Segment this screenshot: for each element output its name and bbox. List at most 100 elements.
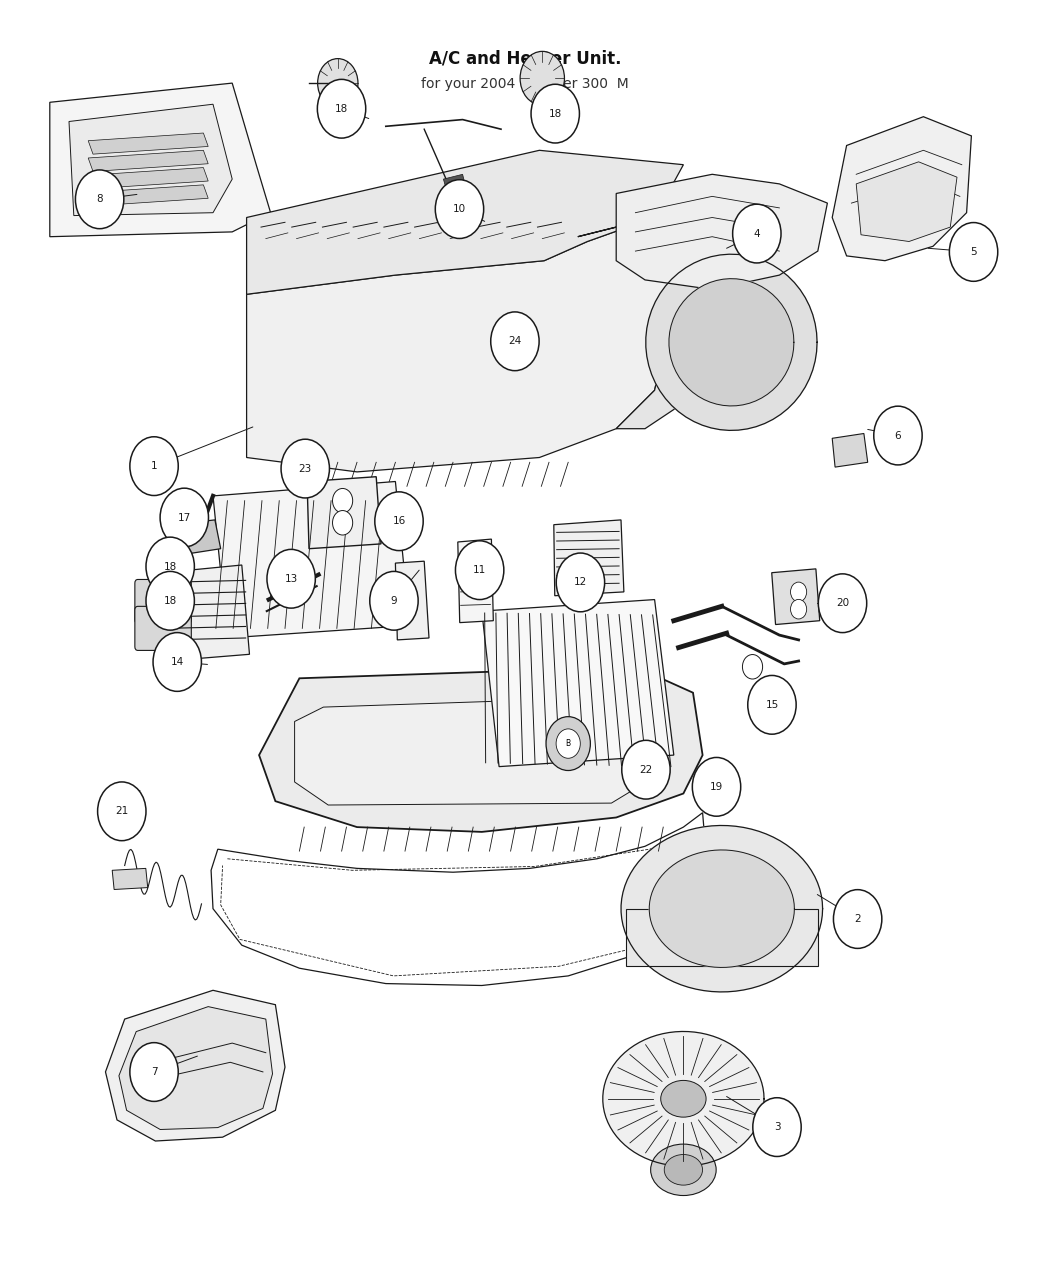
Polygon shape xyxy=(105,991,285,1141)
Text: 21: 21 xyxy=(116,806,128,816)
Polygon shape xyxy=(88,133,208,154)
Circle shape xyxy=(160,488,209,547)
FancyBboxPatch shape xyxy=(134,607,191,650)
Circle shape xyxy=(370,571,418,630)
Circle shape xyxy=(153,632,202,691)
Circle shape xyxy=(791,599,806,618)
Circle shape xyxy=(748,676,796,734)
Polygon shape xyxy=(295,697,645,805)
Circle shape xyxy=(622,741,670,799)
Polygon shape xyxy=(247,150,684,295)
Text: 24: 24 xyxy=(508,337,522,347)
Circle shape xyxy=(146,537,194,595)
Circle shape xyxy=(733,204,781,263)
Text: 20: 20 xyxy=(836,598,849,608)
Circle shape xyxy=(456,541,504,599)
FancyBboxPatch shape xyxy=(134,579,191,623)
Circle shape xyxy=(146,571,194,630)
Text: 19: 19 xyxy=(710,782,723,792)
Circle shape xyxy=(818,574,866,632)
Text: 2: 2 xyxy=(855,914,861,924)
Polygon shape xyxy=(669,279,794,405)
Circle shape xyxy=(98,782,146,840)
Text: 18: 18 xyxy=(548,108,562,119)
Polygon shape xyxy=(211,812,708,986)
Text: 12: 12 xyxy=(573,578,587,588)
Text: 11: 11 xyxy=(472,565,486,575)
Circle shape xyxy=(874,407,922,465)
Text: 23: 23 xyxy=(298,464,312,473)
Circle shape xyxy=(490,312,539,371)
Circle shape xyxy=(281,439,330,499)
Text: 10: 10 xyxy=(453,204,466,214)
Polygon shape xyxy=(259,667,702,831)
Circle shape xyxy=(692,757,740,816)
Polygon shape xyxy=(649,850,795,968)
Ellipse shape xyxy=(665,1155,702,1186)
Ellipse shape xyxy=(660,1080,706,1117)
Text: 9: 9 xyxy=(391,595,397,606)
Polygon shape xyxy=(856,162,957,241)
Text: for your 2004 Chrysler 300  M: for your 2004 Chrysler 300 M xyxy=(421,76,629,91)
Circle shape xyxy=(753,1098,801,1156)
Circle shape xyxy=(520,51,565,106)
Circle shape xyxy=(76,170,124,228)
Text: 8: 8 xyxy=(97,194,103,204)
Polygon shape xyxy=(443,175,467,196)
Circle shape xyxy=(267,550,315,608)
Polygon shape xyxy=(88,185,208,207)
Polygon shape xyxy=(213,482,410,638)
Polygon shape xyxy=(833,434,867,467)
Text: 3: 3 xyxy=(774,1122,780,1132)
Polygon shape xyxy=(553,520,624,595)
Polygon shape xyxy=(119,1007,273,1130)
Circle shape xyxy=(130,1043,178,1102)
Polygon shape xyxy=(163,565,250,660)
Polygon shape xyxy=(578,203,770,428)
Polygon shape xyxy=(626,909,818,966)
Circle shape xyxy=(436,180,484,238)
Text: 18: 18 xyxy=(164,595,176,606)
Polygon shape xyxy=(396,561,429,640)
Text: 7: 7 xyxy=(151,1067,158,1077)
Polygon shape xyxy=(458,539,494,622)
Polygon shape xyxy=(622,825,822,992)
Polygon shape xyxy=(49,83,271,237)
Text: 17: 17 xyxy=(177,513,191,523)
Circle shape xyxy=(834,890,882,949)
Polygon shape xyxy=(247,218,674,472)
Circle shape xyxy=(317,79,365,138)
Text: 4: 4 xyxy=(754,228,760,238)
Circle shape xyxy=(130,437,178,496)
Circle shape xyxy=(546,717,590,770)
Polygon shape xyxy=(88,167,208,189)
Text: 6: 6 xyxy=(895,431,901,441)
Circle shape xyxy=(375,492,423,551)
Text: B: B xyxy=(566,740,571,748)
Polygon shape xyxy=(69,105,232,215)
Circle shape xyxy=(318,59,358,107)
Polygon shape xyxy=(112,868,148,890)
Polygon shape xyxy=(603,1031,764,1167)
Polygon shape xyxy=(616,175,827,289)
Circle shape xyxy=(499,335,519,360)
Polygon shape xyxy=(646,254,817,431)
Polygon shape xyxy=(772,569,820,625)
Polygon shape xyxy=(172,520,220,556)
Polygon shape xyxy=(88,150,208,171)
Polygon shape xyxy=(482,599,674,766)
Circle shape xyxy=(556,553,605,612)
Polygon shape xyxy=(833,117,971,260)
Circle shape xyxy=(791,583,806,602)
Circle shape xyxy=(531,84,580,143)
Circle shape xyxy=(949,223,998,282)
Text: 18: 18 xyxy=(164,561,176,571)
Circle shape xyxy=(742,654,762,680)
Text: 16: 16 xyxy=(393,516,405,527)
Circle shape xyxy=(556,729,581,759)
Text: 5: 5 xyxy=(970,247,976,258)
Polygon shape xyxy=(307,477,381,548)
Circle shape xyxy=(333,510,353,536)
Text: 22: 22 xyxy=(639,765,653,775)
Ellipse shape xyxy=(651,1144,716,1196)
